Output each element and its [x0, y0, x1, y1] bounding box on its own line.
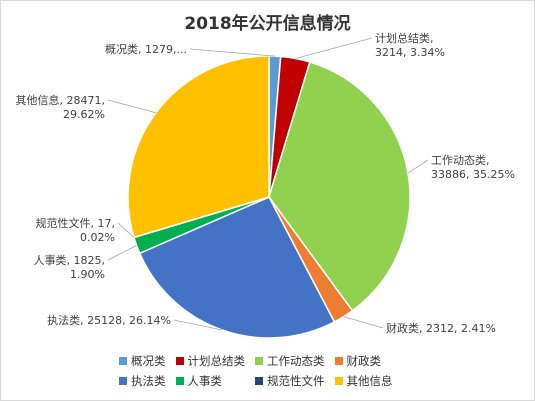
leader-line — [107, 99, 157, 114]
leader-line — [295, 37, 373, 59]
data-label: 工作动态类, 33886, 35.25% — [431, 153, 515, 181]
legend-swatch — [334, 357, 343, 365]
legend: 概况类 计划总结类 工作动态类 财政类执法类 人事类 规范性文件 其他信息 — [119, 353, 459, 389]
legend-label: 工作动态类 — [267, 354, 325, 368]
leader-line — [343, 316, 384, 329]
legend-label: 人事类 — [187, 374, 223, 388]
legend-swatch — [119, 377, 127, 385]
legend-swatch — [119, 357, 127, 365]
legend-item: 概况类 — [119, 353, 166, 369]
leader-line — [117, 222, 135, 238]
legend-label: 其他信息 — [346, 374, 393, 388]
legend-swatch — [175, 377, 184, 385]
legend-label: 规范性文件 — [267, 374, 325, 388]
legend-item: 财政类 — [334, 353, 393, 369]
data-label: 规范性文件, 17, 0.02% — [36, 216, 116, 244]
leader-line — [189, 48, 275, 57]
data-label: 计划总结类, 3214, 3.34% — [375, 31, 445, 59]
legend-label: 概况类 — [131, 354, 166, 368]
legend-swatch — [255, 377, 263, 385]
legend-label: 执法类 — [131, 374, 166, 388]
legend-label: 财政类 — [346, 354, 382, 368]
legend-item: 人事类 — [175, 373, 246, 389]
leader-line — [107, 245, 137, 261]
pie-slice — [268, 61, 411, 312]
data-label: 执法类, 25128, 26.14% — [47, 313, 171, 327]
data-label: 人事类, 1825, 1.90% — [34, 253, 105, 281]
chart-title: 2018年公开信息情况 — [184, 14, 351, 34]
legend-swatch — [255, 357, 263, 365]
leader-line — [407, 159, 429, 174]
legend-label: 计划总结类 — [187, 354, 246, 368]
legend-item: 规范性文件 — [255, 373, 325, 389]
leader-line — [173, 319, 223, 331]
legend-item: 工作动态类 — [255, 353, 325, 369]
data-label: 财政类, 2312, 2.41% — [386, 321, 496, 335]
legend-item: 执法类 — [119, 373, 166, 389]
pie-slice — [127, 55, 270, 239]
data-label: 其他信息, 28471, 29.62% — [16, 93, 105, 121]
legend-swatch — [175, 357, 184, 365]
data-label: 概况类, 1279,... — [105, 42, 187, 56]
legend-swatch — [334, 377, 343, 385]
legend-item: 其他信息 — [334, 373, 393, 389]
legend-item: 计划总结类 — [175, 353, 246, 369]
